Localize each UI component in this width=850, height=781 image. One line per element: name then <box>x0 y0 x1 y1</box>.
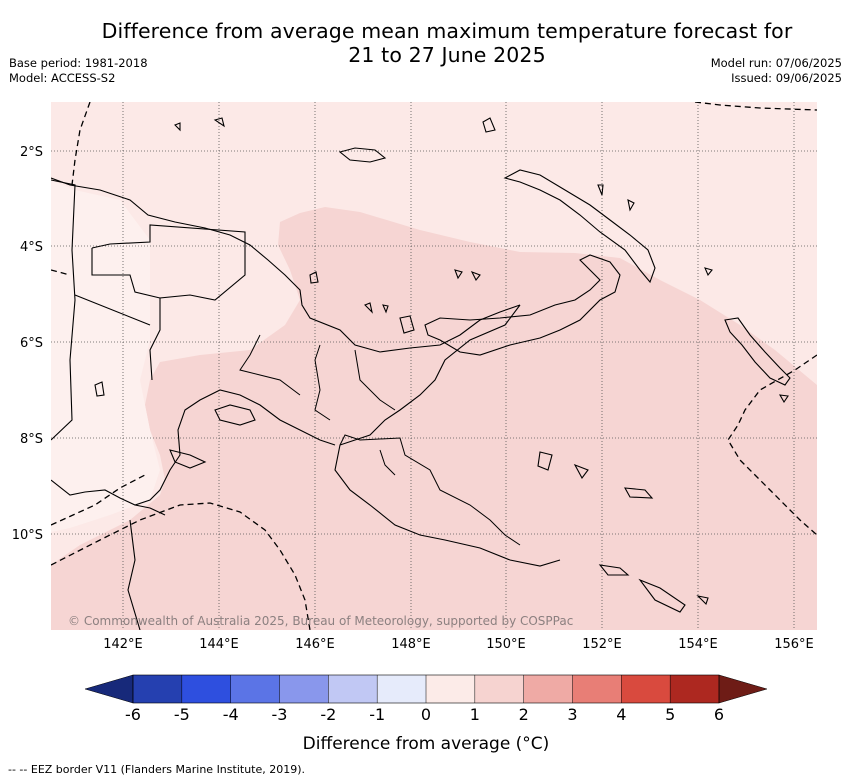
lon-label: 154°E <box>678 637 718 652</box>
colorbar-tick-label: 2 <box>519 705 529 724</box>
lon-label: 156°E <box>774 637 814 652</box>
lat-label: 8°S <box>20 432 43 447</box>
colorbar-tick-label: -5 <box>174 705 190 724</box>
colorbar-tick-label: -4 <box>223 705 239 724</box>
colorbar-segment <box>572 675 622 703</box>
lon-label: 148°E <box>391 637 431 652</box>
lon-label: 144°E <box>199 637 239 652</box>
lon-label: 150°E <box>486 637 526 652</box>
lat-labels: 2°S 4°S 6°S 8°S 10°S <box>12 145 43 543</box>
colorbar-segment <box>230 675 280 703</box>
colorbar-ticks: -6 -5 -4 -3 -2 -1 0 1 2 3 4 5 6 <box>125 675 724 724</box>
colorbar-tick-label: 0 <box>421 705 431 724</box>
meta-right: Model run: 07/06/2025 Issued: 09/06/2025 <box>711 56 842 86</box>
eez-legend-note: -- -- EEZ border V11 (Flanders Marine In… <box>8 763 306 776</box>
meta-left: Base period: 1981-2018 Model: ACCESS-S2 <box>9 56 148 86</box>
colorbar-segment <box>621 675 671 703</box>
lon-label: 142°E <box>103 637 143 652</box>
colorbar: -6 -5 -4 -3 -2 -1 0 1 2 3 4 5 6 Difference from aver… <box>84 674 768 754</box>
coastlines <box>51 117 791 630</box>
colorbar-segment <box>474 675 525 703</box>
issued-date: Issued: 09/06/2025 <box>731 71 842 85</box>
colorbar-segment <box>426 675 476 703</box>
lon-label: 152°E <box>582 637 622 652</box>
colorbar-tick-label: 3 <box>567 705 577 724</box>
title-line-1: Difference from average mean maximum tem… <box>101 19 793 43</box>
lat-label: 6°S <box>20 336 43 351</box>
model-run: Model run: 07/06/2025 <box>710 56 842 70</box>
lat-label: 4°S <box>20 240 43 255</box>
colorbar-segments <box>133 675 720 703</box>
lon-labels: 142°E 144°E 146°E 148°E 150°E 152°E 154°… <box>103 637 814 652</box>
map-panel: © Commonwealth of Australia 2025, Bureau… <box>51 102 817 630</box>
chart-title: Difference from average mean maximum tem… <box>0 19 850 67</box>
lat-label: 2°S <box>20 145 43 160</box>
model-name: Model: ACCESS-S2 <box>9 71 116 85</box>
anomaly-region-1-to-2 <box>51 207 817 630</box>
lon-label: 146°E <box>295 637 335 652</box>
colorbar-tick-label: 6 <box>714 705 724 724</box>
colorbar-segment <box>670 675 720 703</box>
colorbar-tick-label: 5 <box>665 705 675 724</box>
copyright-notice: © Commonwealth of Australia 2025, Bureau… <box>68 614 573 628</box>
colorbar-segment <box>279 675 329 703</box>
colorbar-segment <box>523 675 573 703</box>
colorbar-tick-label: 1 <box>470 705 480 724</box>
colorbar-tick-label: -3 <box>272 705 288 724</box>
title-line-2: 21 to 27 June 2025 <box>348 43 546 67</box>
colorbar-tick-label: -1 <box>369 705 385 724</box>
colorbar-under-arrow <box>84 674 134 704</box>
colorbar-tick-label: -2 <box>320 705 336 724</box>
eez-borders <box>51 102 817 630</box>
base-period: Base period: 1981-2018 <box>9 56 148 70</box>
colorbar-segment <box>377 675 427 703</box>
colorbar-segment <box>181 675 232 703</box>
colorbar-title: Difference from average (°C) <box>303 734 550 754</box>
colorbar-tick-label: 4 <box>616 705 626 724</box>
colorbar-segment <box>328 675 378 703</box>
colorbar-over-arrow <box>718 674 768 704</box>
anomaly-region-west <box>51 180 160 532</box>
province-borders <box>239 334 521 546</box>
lat-label: 10°S <box>12 528 43 543</box>
colorbar-segment <box>133 675 183 703</box>
colorbar-tick-label: -6 <box>125 705 141 724</box>
